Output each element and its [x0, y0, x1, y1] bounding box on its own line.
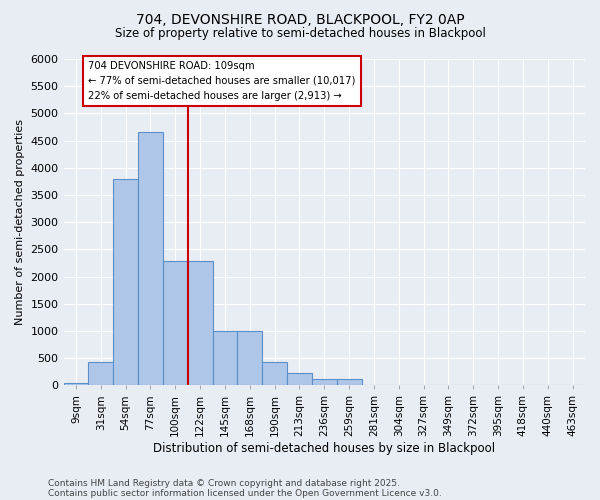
Text: Size of property relative to semi-detached houses in Blackpool: Size of property relative to semi-detach… — [115, 28, 485, 40]
Bar — [212, 331, 238, 386]
Bar — [337, 379, 362, 386]
Bar — [163, 262, 188, 386]
Text: Contains public sector information licensed under the Open Government Licence v3: Contains public sector information licen… — [48, 488, 442, 498]
Bar — [312, 379, 337, 386]
Bar — [262, 362, 287, 386]
Bar — [113, 178, 138, 386]
Bar — [188, 262, 212, 386]
Y-axis label: Number of semi-detached properties: Number of semi-detached properties — [15, 119, 25, 325]
Text: 704, DEVONSHIRE ROAD, BLACKPOOL, FY2 0AP: 704, DEVONSHIRE ROAD, BLACKPOOL, FY2 0AP — [136, 12, 464, 26]
Bar — [64, 382, 88, 386]
Bar — [138, 132, 163, 386]
Bar — [88, 362, 113, 386]
Text: 704 DEVONSHIRE ROAD: 109sqm
← 77% of semi-detached houses are smaller (10,017)
2: 704 DEVONSHIRE ROAD: 109sqm ← 77% of sem… — [88, 61, 356, 100]
Text: Contains HM Land Registry data © Crown copyright and database right 2025.: Contains HM Land Registry data © Crown c… — [48, 478, 400, 488]
Bar — [287, 374, 312, 386]
Bar — [238, 331, 262, 386]
X-axis label: Distribution of semi-detached houses by size in Blackpool: Distribution of semi-detached houses by … — [153, 442, 496, 455]
